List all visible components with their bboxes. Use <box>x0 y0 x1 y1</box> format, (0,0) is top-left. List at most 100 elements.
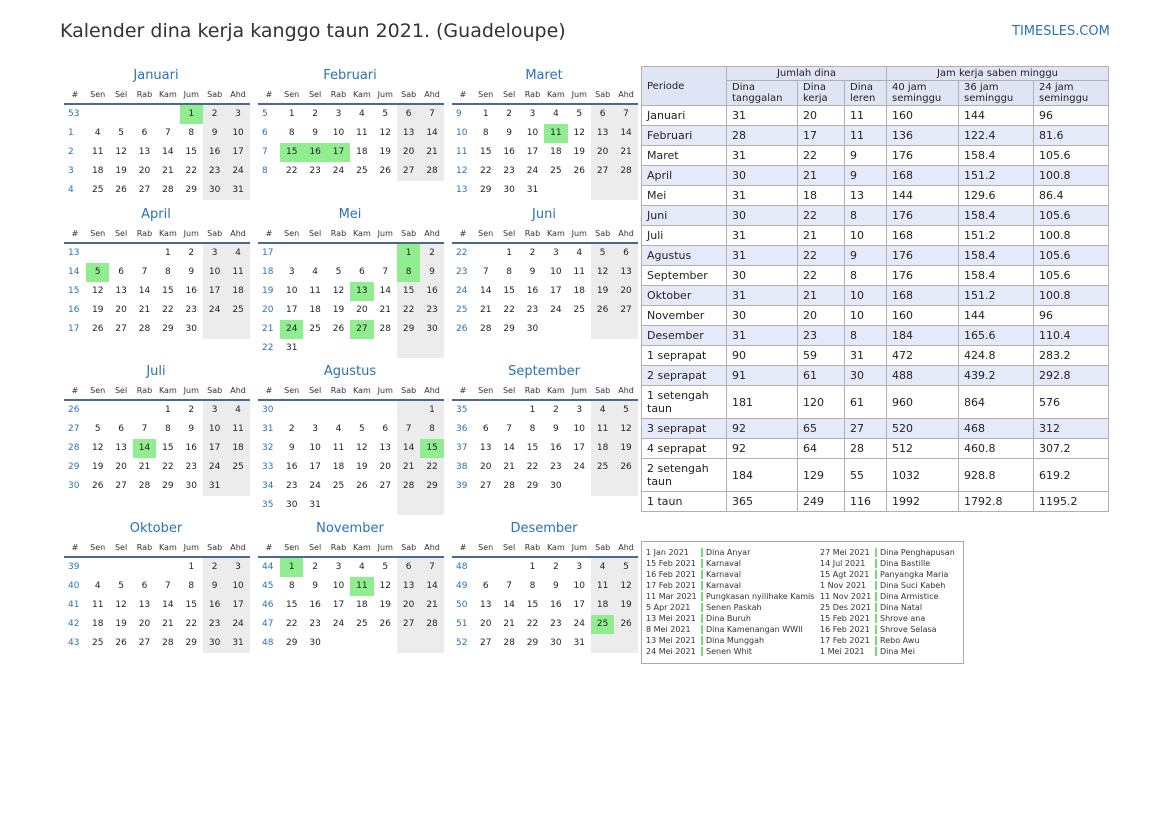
day-cell: 10 <box>285 286 298 296</box>
period-cell: April <box>641 165 727 186</box>
value-cell: 1792.8 <box>958 491 1034 512</box>
month-grid: # Sen Sel Rab Kam Jum Sab Ahd 48 1 2 3 4 5 49 6 7 8 9 10 11 1… <box>452 539 638 653</box>
value-cell: 488 <box>886 365 959 386</box>
day-header: # <box>258 539 280 558</box>
day-cell: 26 <box>332 324 345 334</box>
day-cell: 28 <box>138 481 151 491</box>
week-number: 39 <box>456 481 468 491</box>
value-cell: 129.6 <box>958 185 1034 206</box>
holiday-separator <box>875 559 877 568</box>
day-cell: 5 <box>576 109 583 119</box>
holiday-separator <box>701 570 703 579</box>
day-cell: 2 <box>188 405 195 415</box>
empty-cell <box>86 558 109 577</box>
table-row: November 30 20 10 160 144 96 <box>641 305 1109 326</box>
holiday-separator <box>875 592 877 601</box>
day-cell: 4 <box>94 128 101 138</box>
month-name: Juli <box>146 364 166 379</box>
day-cell: 20 <box>479 462 492 472</box>
day-cell: 8 <box>482 128 489 138</box>
day-cell: 10 <box>550 267 562 277</box>
day-cell: 20 <box>479 619 492 629</box>
site-link[interactable]: TIMESLES.COM <box>1012 24 1110 39</box>
day-header: Rab <box>326 86 351 105</box>
day-cell: 2 <box>529 248 536 258</box>
day-cell: 18 <box>226 282 250 301</box>
day-cell: 1 <box>280 558 304 577</box>
day-header: Jum <box>567 539 591 558</box>
value-cell: 10 <box>844 285 887 306</box>
day-cell: 20 <box>356 305 368 315</box>
month-grid: # Sen Sel Rab Kam Jum Sab Ahd 26 1 2 3 4 27 5 6 7 8 9 10 11 2… <box>64 382 250 496</box>
day-cell: 11 <box>590 577 615 596</box>
value-cell: 472 <box>886 345 959 366</box>
value-cell: 176 <box>886 145 959 166</box>
day-cell: 2 <box>288 424 295 434</box>
value-cell: 23 <box>797 325 845 346</box>
day-cell: 15 <box>526 443 539 453</box>
day-cell: 29 <box>526 638 539 648</box>
week-number: 12 <box>456 166 468 176</box>
value-cell: 365 <box>726 491 798 512</box>
day-cell: 9 <box>553 581 559 591</box>
day-header: Rab <box>132 86 157 105</box>
day-cell: 13 <box>396 124 421 143</box>
month-grid: # Sen Sel Rab Kam Jum Sab Ahd 9 1 2 3 4 5 6 7 10 8 9 10 11 12… <box>452 86 638 200</box>
month-name: Februari <box>323 68 377 83</box>
day-header: Sab <box>202 225 227 244</box>
day-header: Jum <box>373 225 397 244</box>
empty-cell <box>86 244 109 263</box>
day-cell: 11 <box>226 263 250 282</box>
week-number: 27 <box>68 424 80 434</box>
week-number: 49 <box>456 581 468 591</box>
day-cell: 7 <box>506 424 512 434</box>
day-cell: 26 <box>115 638 127 648</box>
week-number: 20 <box>262 305 274 315</box>
day-cell: 27 <box>138 638 151 648</box>
value-cell: 64 <box>797 438 845 459</box>
header-dina-leren: Dina leren <box>844 80 887 106</box>
period-cell: Oktober <box>641 285 727 306</box>
value-cell: 30 <box>844 365 887 386</box>
value-cell: 31 <box>844 345 887 366</box>
day-cell: 10 <box>573 424 585 434</box>
holiday-date: 24 Mei 2021 <box>646 647 696 656</box>
day-cell: 25 <box>356 166 368 176</box>
empty-cell <box>109 401 132 420</box>
value-cell: 28 <box>726 125 798 146</box>
week-number: 17 <box>68 324 80 334</box>
empty-cell <box>133 401 156 420</box>
day-cell: 11 <box>544 124 568 143</box>
day-header: Ahd <box>420 225 444 244</box>
value-cell: 20 <box>797 105 845 126</box>
value-cell: 27 <box>844 418 887 439</box>
day-header: # <box>258 382 280 401</box>
day-cell: 21 <box>614 143 638 162</box>
table-row: Februari 28 17 11 136 122.4 81.6 <box>641 125 1109 146</box>
holiday-date: 5 Apr 2021 <box>646 603 691 612</box>
day-cell: 12 <box>91 286 104 296</box>
month-calendar: Desember # Sen Sel Rab Kam Jum Sab Ahd 48 1 2 3 4 5 49 6… <box>452 519 638 653</box>
day-cell: 15 <box>185 600 197 610</box>
day-cell: 20 <box>115 305 127 315</box>
day-header: Sen <box>86 382 110 401</box>
value-cell: 9 <box>844 145 887 166</box>
value-cell: 31 <box>726 185 798 206</box>
day-header: Jum <box>373 382 397 401</box>
day-cell: 19 <box>379 600 391 610</box>
day-header: Sel <box>303 539 327 558</box>
day-header: Rab <box>132 539 157 558</box>
day-cell: 25 <box>590 458 615 477</box>
day-cell: 5 <box>382 109 389 119</box>
value-cell: 439.2 <box>958 365 1034 386</box>
table-row: 1 taun 365 249 116 1992 1792.8 1195.2 <box>641 491 1109 512</box>
holiday-row: 24 Mei 2021 Senen Whit 1 Mei 2021 Dina Mei <box>642 646 963 657</box>
day-cell: 30 <box>309 638 321 648</box>
month-calendar: Agustus # Sen Sel Rab Kam Jum Sab Ahd 30 1 31 2 3 4 5 6 7… <box>258 362 444 515</box>
day-cell: 16 <box>185 443 197 453</box>
day-cell: 8 <box>188 581 195 591</box>
value-cell: 30 <box>726 305 798 326</box>
holiday-name: Senen Paskah <box>706 603 762 612</box>
empty-cell <box>109 105 132 124</box>
empty-cell <box>396 634 421 653</box>
